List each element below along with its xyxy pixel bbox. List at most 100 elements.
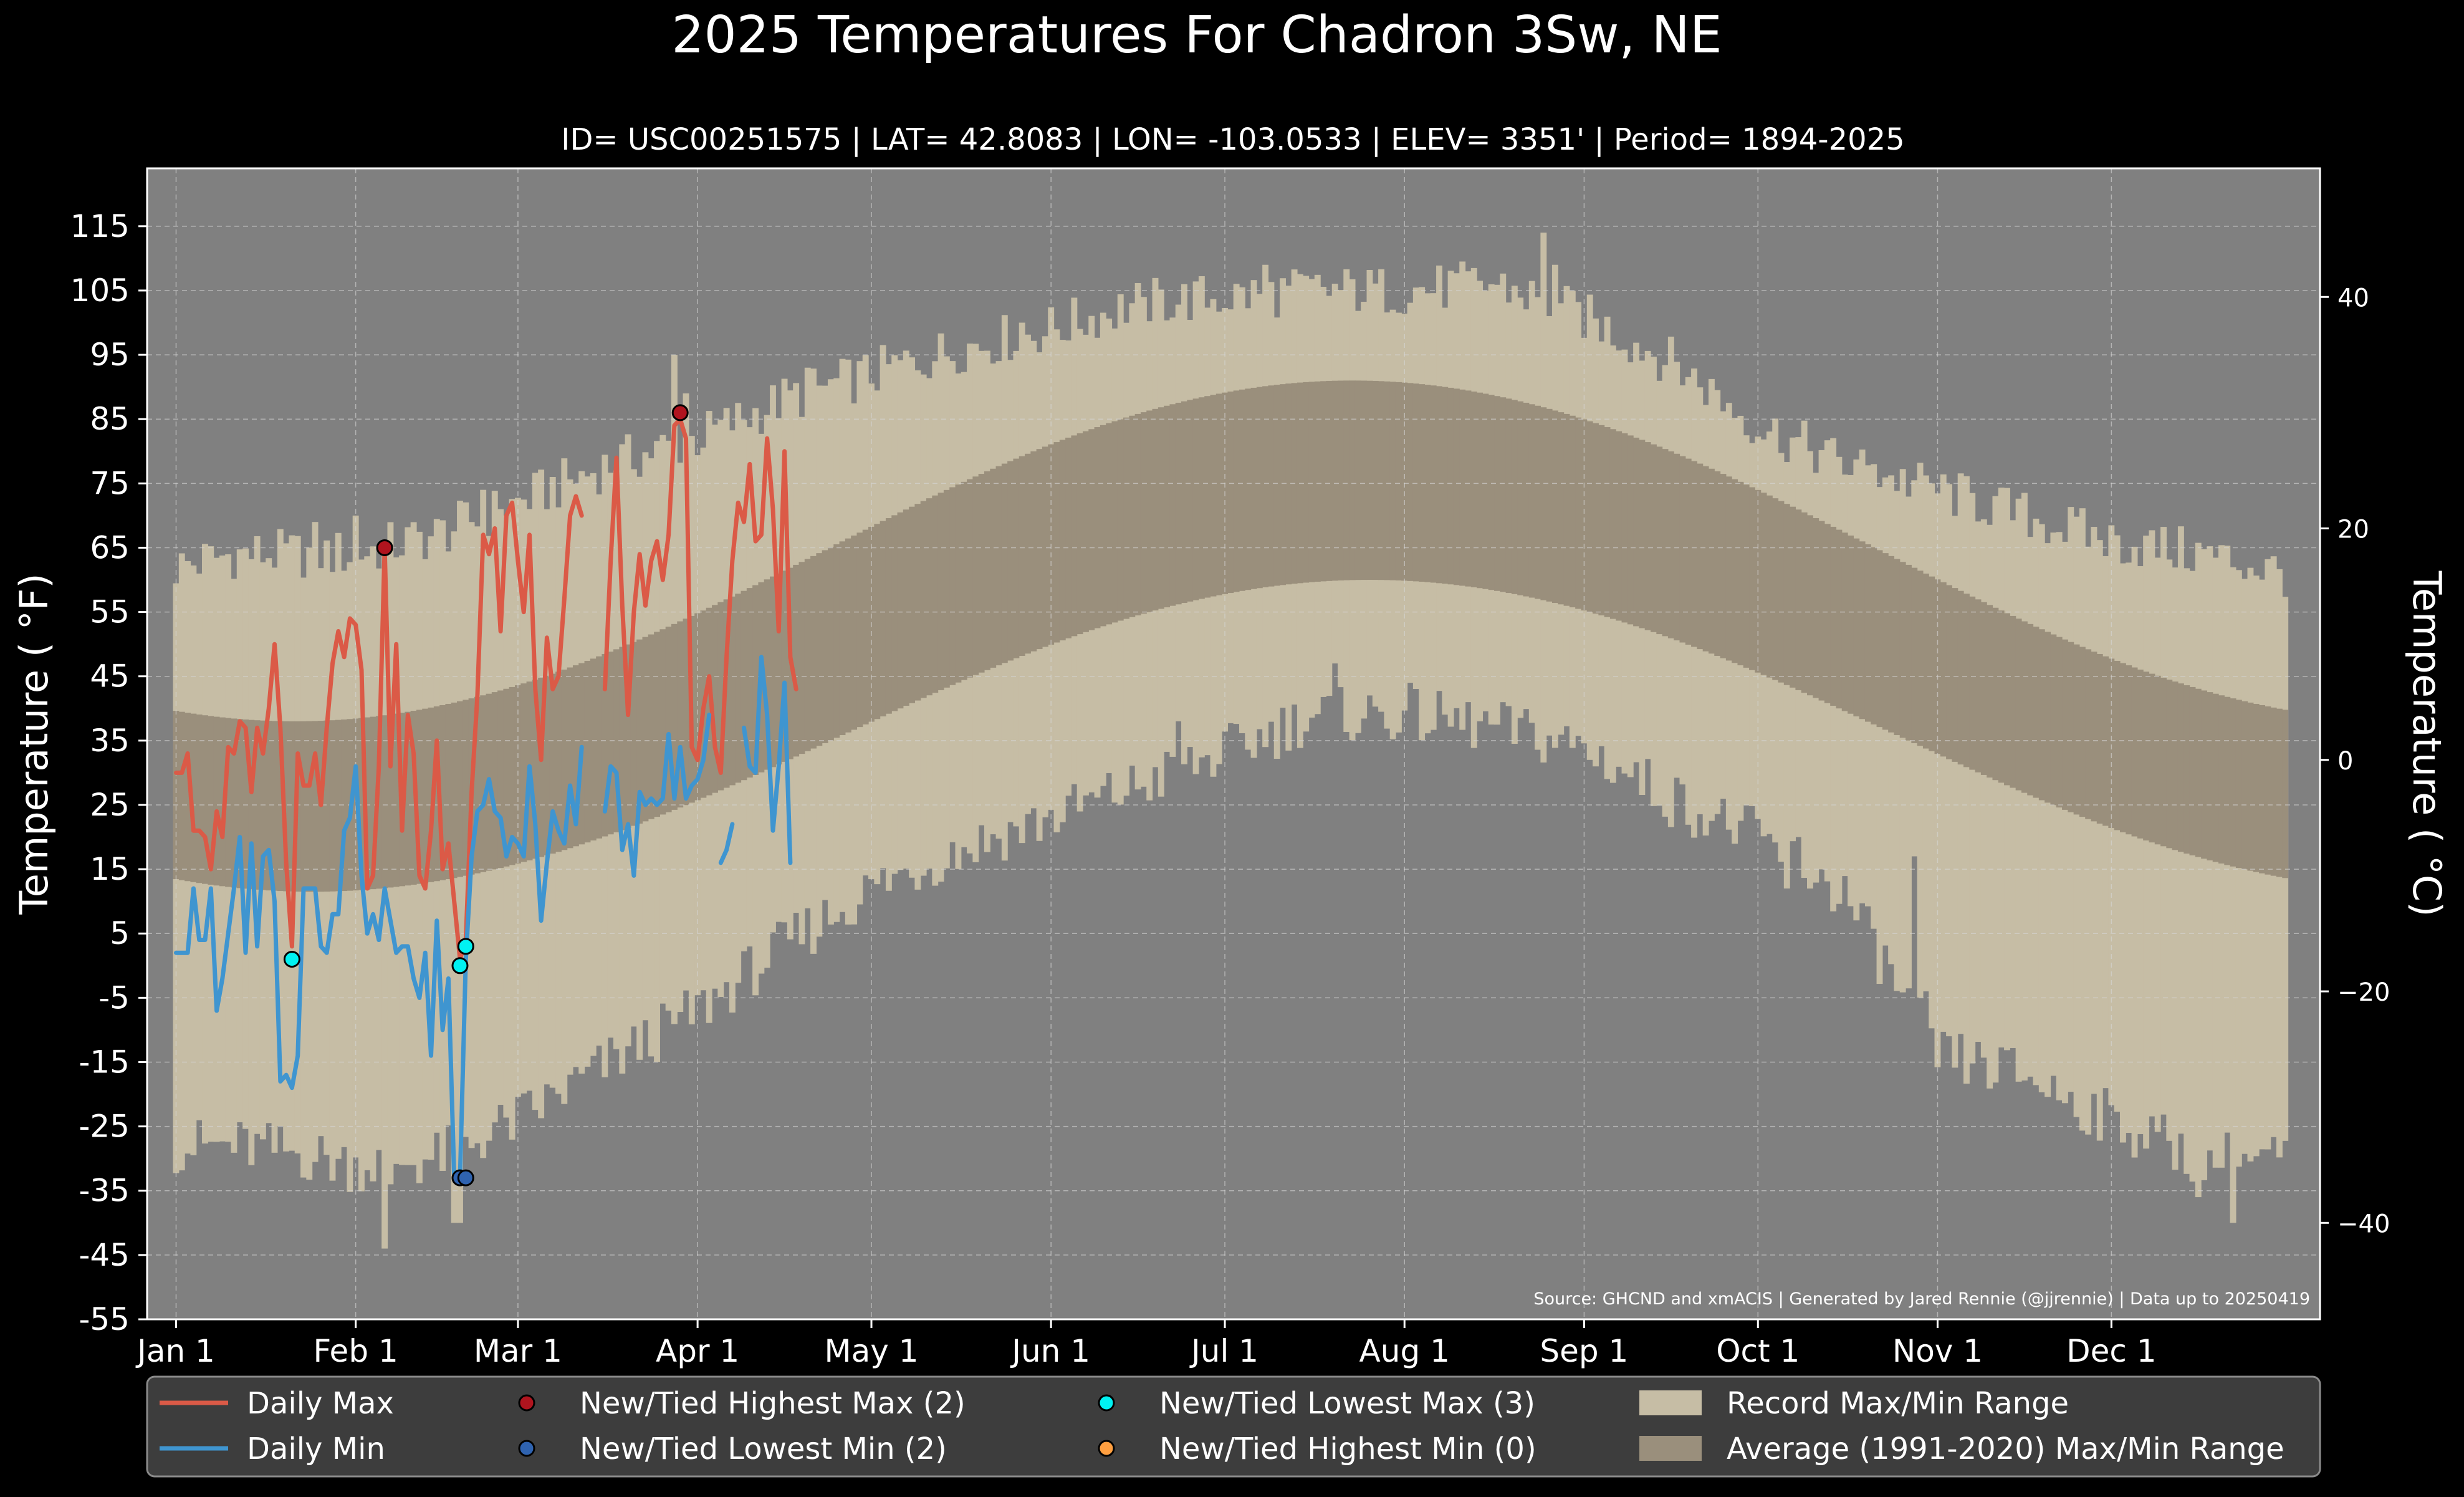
average-range-bar	[735, 594, 742, 783]
average-range-bar	[2207, 692, 2213, 860]
x-tick-label: Oct 1	[1716, 1333, 1800, 1369]
average-range-bar	[405, 711, 411, 886]
record-range-bar	[2189, 570, 2196, 1182]
average-range-bar	[1053, 442, 1060, 643]
average-range-bar	[1192, 398, 1199, 600]
record-range-bar	[2212, 557, 2219, 1168]
average-range-bar	[2218, 695, 2225, 864]
average-range-bar	[781, 570, 788, 762]
average-range-bar	[335, 720, 342, 892]
average-range-bar	[2230, 698, 2236, 867]
average-range-bar	[1366, 380, 1373, 580]
average-range-bar	[1922, 573, 1929, 749]
average-range-bar	[1639, 440, 1646, 628]
record-marker	[451, 957, 469, 975]
average-range-bar	[1384, 381, 1391, 580]
average-range-bar	[1783, 504, 1790, 685]
legend-label: Average (1991-2020) Max/Min Range	[1727, 1432, 2284, 1466]
record-range-bar	[2027, 537, 2034, 1077]
average-range-bar	[1494, 396, 1500, 591]
average-range-bar	[914, 504, 921, 701]
average-range-bar	[891, 515, 898, 711]
average-range-bar	[1372, 380, 1379, 580]
average-range-bar	[1685, 458, 1692, 645]
average-range-bar	[2241, 701, 2248, 870]
average-range-bar	[1593, 423, 1599, 614]
x-axis: Jan 1 Feb 1 Mar 1 Apr 1 May 1 Jun 1 Jul 1 Aug 1…	[135, 1319, 2157, 1369]
average-range-bar	[1841, 532, 1848, 711]
average-range-bar	[1871, 547, 1877, 724]
average-range-bar	[1517, 401, 1524, 595]
average-range-bar	[1975, 599, 1982, 773]
plot-frame	[146, 167, 2321, 1321]
record-range-bar	[1980, 519, 1987, 1058]
average-range-bar	[1667, 451, 1674, 638]
average-range-bar	[2259, 705, 2265, 874]
average-range-bar	[520, 683, 527, 862]
average-range-bar	[1946, 585, 1953, 759]
average-range-bar	[856, 532, 863, 728]
legend-patch-swatch	[1639, 1390, 1702, 1415]
y-axis-label: Temperature ( °F)	[11, 573, 57, 915]
average-range-bar	[909, 506, 916, 703]
average-range-bar	[1308, 382, 1315, 582]
average-range-bar	[636, 639, 643, 824]
average-range-bar	[178, 711, 185, 880]
average-range-bar	[2015, 619, 2022, 791]
average-range-bar	[694, 613, 701, 801]
average-range-bar	[1169, 404, 1176, 606]
average-range-bar	[2073, 644, 2080, 815]
average-range-bar	[625, 644, 631, 828]
chart-title: 2025 Temperatures For Chadron 3Sw, NE	[671, 6, 1722, 65]
average-range-bar	[1929, 576, 1935, 751]
average-range-bar	[833, 544, 840, 738]
average-range-bar	[433, 706, 440, 882]
daily-min-line	[602, 713, 712, 878]
average-range-bar	[1546, 408, 1553, 602]
average-range-bar	[880, 521, 886, 716]
record-range-bar	[2137, 566, 2144, 1134]
y-axis-label-right: Temperature ( °C)	[2404, 570, 2450, 917]
average-range-bar	[1882, 553, 1889, 730]
average-range-bar	[949, 487, 956, 685]
average-range-bar	[248, 720, 255, 890]
y-tick-label: -55	[79, 1301, 130, 1337]
average-range-bar	[2189, 686, 2196, 855]
average-range-bar	[955, 484, 962, 683]
average-range-bar	[2062, 639, 2068, 810]
average-range-bar	[1343, 380, 1350, 580]
average-range-bar	[943, 489, 950, 688]
plot-area: Source: GHCND and xmACIS | Generated by …	[146, 167, 2321, 1321]
record-range-bar	[2056, 532, 2063, 1100]
average-range-bar	[1076, 433, 1083, 635]
average-range-bar	[1140, 412, 1147, 614]
record-marker	[283, 950, 300, 968]
average-range-bar	[1100, 425, 1106, 627]
average-range-bar	[324, 720, 330, 892]
record-range-bar	[2119, 563, 2126, 1143]
y-tick-label: 95	[90, 337, 130, 373]
average-range-bar	[2045, 632, 2051, 803]
average-range-bar	[2079, 647, 2086, 817]
average-range-bar	[2195, 688, 2202, 857]
average-range-bar	[1795, 509, 1802, 690]
average-range-bar	[1019, 456, 1025, 656]
y-tick-label: 115	[70, 208, 130, 244]
average-range-bar	[2201, 690, 2208, 859]
average-range-bar	[480, 695, 487, 872]
average-range-bar	[1500, 397, 1507, 592]
average-range-bar	[1262, 386, 1269, 587]
average-range-bar	[2010, 615, 2016, 788]
record-range-bar	[2131, 546, 2138, 1158]
average-range-bar	[1459, 389, 1466, 586]
record-marker	[376, 539, 393, 556]
average-range-bar	[1465, 390, 1472, 587]
legend-label: New/Tied Highest Min (0)	[1159, 1432, 1536, 1466]
y-tick-label: 105	[70, 272, 130, 309]
average-range-bar	[1917, 570, 1924, 746]
record-range-bar	[2166, 559, 2173, 1141]
average-range-bar	[572, 665, 579, 847]
average-range-bar	[1001, 463, 1008, 663]
average-range-bar	[717, 602, 724, 791]
average-range-bar	[770, 576, 776, 768]
